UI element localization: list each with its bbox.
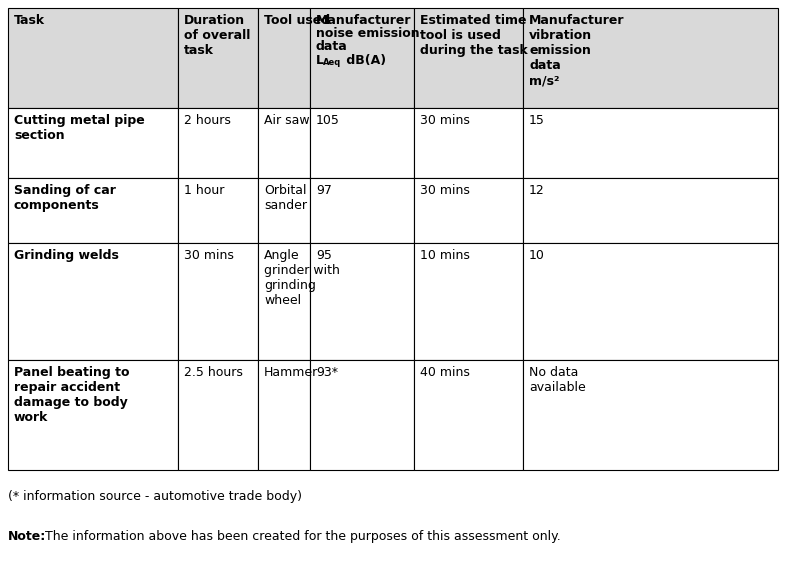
- Text: Note:: Note:: [8, 530, 46, 543]
- Bar: [523, 8, 778, 108]
- Bar: [414, 8, 523, 108]
- Bar: [178, 360, 258, 470]
- Bar: [414, 243, 523, 360]
- Text: Sanding of car
components: Sanding of car components: [14, 184, 116, 212]
- Bar: [310, 178, 414, 243]
- Text: 30 mins: 30 mins: [184, 249, 234, 262]
- Text: 30 mins: 30 mins: [420, 184, 470, 197]
- Text: 97: 97: [316, 184, 332, 197]
- Bar: [8, 360, 178, 470]
- Text: Manufacturer
vibration
emission
data
m/s²: Manufacturer vibration emission data m/s…: [529, 14, 625, 87]
- Text: 10 mins: 10 mins: [420, 249, 470, 262]
- Bar: [310, 108, 414, 178]
- Text: dB(A): dB(A): [342, 54, 386, 67]
- Bar: [258, 108, 310, 178]
- Text: Panel beating to
repair accident
damage to body
work: Panel beating to repair accident damage …: [14, 366, 130, 424]
- Text: Cutting metal pipe
section: Cutting metal pipe section: [14, 114, 145, 142]
- Bar: [8, 178, 178, 243]
- Text: data: data: [316, 40, 347, 53]
- Bar: [8, 108, 178, 178]
- Text: Tool used: Tool used: [264, 14, 330, 27]
- Bar: [310, 360, 414, 470]
- Bar: [258, 243, 310, 360]
- Bar: [178, 8, 258, 108]
- Text: Air saw: Air saw: [264, 114, 309, 127]
- Bar: [523, 243, 778, 360]
- Bar: [178, 243, 258, 360]
- Text: Estimated time
tool is used
during the task: Estimated time tool is used during the t…: [420, 14, 528, 57]
- Text: 2 hours: 2 hours: [184, 114, 231, 127]
- Bar: [310, 243, 414, 360]
- Text: Orbital
sander: Orbital sander: [264, 184, 307, 212]
- Bar: [258, 360, 310, 470]
- Bar: [414, 360, 523, 470]
- Text: Angle
grinder with
grinding
wheel: Angle grinder with grinding wheel: [264, 249, 340, 307]
- Text: Aeq: Aeq: [323, 58, 341, 67]
- Text: (* information source - automotive trade body): (* information source - automotive trade…: [8, 490, 302, 503]
- Text: The information above has been created for the purposes of this assessment only.: The information above has been created f…: [41, 530, 560, 543]
- Bar: [310, 8, 414, 108]
- Text: 95: 95: [316, 249, 332, 262]
- Text: 1 hour: 1 hour: [184, 184, 224, 197]
- Text: Manufacturer: Manufacturer: [316, 14, 412, 27]
- Text: 2.5 hours: 2.5 hours: [184, 366, 243, 379]
- Text: Duration
of overall
task: Duration of overall task: [184, 14, 250, 57]
- Text: 15: 15: [529, 114, 545, 127]
- Text: 10: 10: [529, 249, 545, 262]
- Text: 93*: 93*: [316, 366, 338, 379]
- Text: Grinding welds: Grinding welds: [14, 249, 119, 262]
- Bar: [258, 178, 310, 243]
- Bar: [8, 8, 178, 108]
- Text: No data
available: No data available: [529, 366, 586, 394]
- Text: 30 mins: 30 mins: [420, 114, 470, 127]
- Text: L: L: [316, 54, 324, 67]
- Text: 12: 12: [529, 184, 545, 197]
- Text: Task: Task: [14, 14, 45, 27]
- Bar: [258, 8, 310, 108]
- Bar: [414, 108, 523, 178]
- Bar: [178, 108, 258, 178]
- Bar: [8, 243, 178, 360]
- Bar: [523, 178, 778, 243]
- Text: 105: 105: [316, 114, 340, 127]
- Bar: [523, 360, 778, 470]
- Bar: [523, 108, 778, 178]
- Bar: [414, 178, 523, 243]
- Bar: [178, 178, 258, 243]
- Text: noise emission: noise emission: [316, 27, 420, 40]
- Text: Hammer: Hammer: [264, 366, 318, 379]
- Text: 40 mins: 40 mins: [420, 366, 470, 379]
